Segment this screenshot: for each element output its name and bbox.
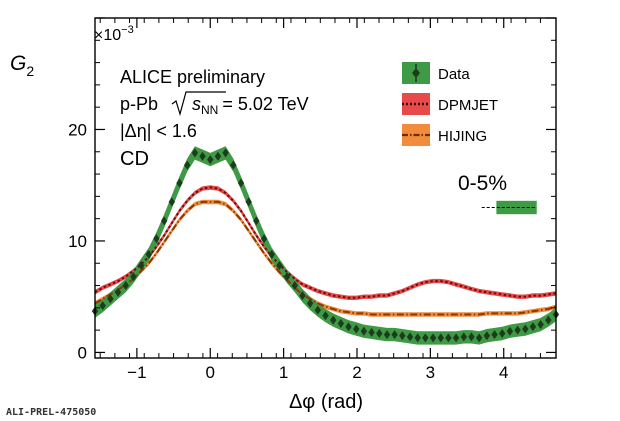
data-point xyxy=(360,326,368,336)
data-point xyxy=(514,325,521,335)
data-point xyxy=(468,332,475,342)
data-point xyxy=(283,272,291,282)
data-point xyxy=(184,160,191,170)
annotation-block: ALICE preliminary p-Pb sNN = 5.02 TeV |Δη… xyxy=(120,67,507,195)
data-point xyxy=(422,333,429,343)
x-tick-label: 1 xyxy=(279,363,288,382)
line-dpmjet xyxy=(94,186,557,299)
data-point xyxy=(168,197,176,207)
legend-label-hijing: HIJING xyxy=(438,128,487,145)
annotation-line2: p-Pb sNN = 5.02 TeV xyxy=(120,94,309,117)
figure-id: ALI-PREL-475050 xyxy=(6,407,96,418)
legend-item-dpmjet: DPMJET xyxy=(402,93,498,115)
data-point xyxy=(107,294,114,304)
data-point xyxy=(122,281,129,291)
x-tick-label: 2 xyxy=(352,363,361,382)
data-point xyxy=(299,291,306,301)
legend-label-data: Data xyxy=(438,66,470,83)
x-tick-label: 0 xyxy=(206,363,215,382)
data-point xyxy=(191,148,199,158)
data-point xyxy=(429,333,437,343)
data-point xyxy=(237,178,245,188)
data-point xyxy=(137,260,145,270)
uncertainty-bands xyxy=(95,146,556,345)
data-point xyxy=(491,330,498,340)
data-point xyxy=(268,249,275,259)
data-point xyxy=(368,327,375,337)
plot-frame xyxy=(94,17,557,359)
data-point xyxy=(176,178,183,188)
data-point xyxy=(506,326,514,336)
line-hijing xyxy=(94,200,557,316)
data-point xyxy=(314,305,322,315)
data-point xyxy=(437,333,444,343)
annotation-line1: ALICE preliminary xyxy=(120,67,265,87)
data-point xyxy=(291,281,298,291)
data-point xyxy=(353,324,360,334)
legend-item-data: Data xyxy=(402,62,470,84)
x-tick-label: −1 xyxy=(127,363,146,382)
data-point xyxy=(460,332,468,342)
data-point xyxy=(445,333,452,343)
data-point xyxy=(322,311,329,321)
y-tick-label: 20 xyxy=(68,120,87,139)
data-point xyxy=(545,315,552,325)
data-point xyxy=(414,333,421,343)
data-point xyxy=(406,332,414,342)
data-point xyxy=(345,322,352,332)
data-point xyxy=(522,324,529,334)
data-point xyxy=(399,331,406,341)
data-point xyxy=(498,328,506,338)
x-tick-label: 4 xyxy=(499,363,508,382)
data-point xyxy=(337,318,345,328)
data-point xyxy=(383,330,391,340)
data-point xyxy=(376,328,383,338)
centrality-band-rect xyxy=(496,200,537,215)
axis-ticks: −1 0 1 2 3 4 0 10 20 xyxy=(68,17,556,382)
data-markers xyxy=(91,148,560,343)
data-point xyxy=(222,148,229,158)
annotation-line4: CD xyxy=(120,148,149,170)
data-point xyxy=(160,216,168,226)
sqrt-symbol xyxy=(171,91,226,117)
series-lines xyxy=(94,186,557,316)
band-data xyxy=(95,146,556,345)
data-point xyxy=(260,234,268,244)
y-axis-multiplier: ×10−3 xyxy=(94,24,134,44)
annotation-line3: |Δη| < 1.6 xyxy=(120,121,197,141)
x-tick-label: 3 xyxy=(426,363,435,382)
legend-item-hijing: HIJING xyxy=(402,124,487,146)
data-point xyxy=(452,333,460,343)
data-point xyxy=(475,333,483,343)
data-point xyxy=(153,234,160,244)
y-axis-label: G2 xyxy=(10,52,34,79)
data-point xyxy=(253,216,260,226)
data-point xyxy=(529,322,537,332)
data-point xyxy=(330,315,337,325)
y-tick-label: 10 xyxy=(68,232,87,251)
data-point xyxy=(230,160,237,170)
data-point xyxy=(391,330,398,340)
data-point xyxy=(306,298,314,308)
data-point xyxy=(199,151,206,161)
data-point xyxy=(130,272,137,282)
data-point xyxy=(276,260,283,270)
data-point xyxy=(537,320,544,330)
y-tick-label: 0 xyxy=(78,343,87,362)
data-point xyxy=(245,197,252,207)
data-point xyxy=(207,155,214,165)
legend-label-dpmjet: DPMJET xyxy=(438,97,498,114)
legend: Data DPMJET HIJING xyxy=(402,62,498,146)
x-axis-label: Δφ (rad) xyxy=(289,391,363,413)
centrality-band-marker xyxy=(481,200,537,215)
data-point xyxy=(145,249,152,259)
data-point xyxy=(99,301,106,311)
data-point xyxy=(214,151,222,161)
data-point xyxy=(483,331,491,341)
centrality-label: 0-5% xyxy=(458,172,507,195)
data-point xyxy=(114,287,122,297)
